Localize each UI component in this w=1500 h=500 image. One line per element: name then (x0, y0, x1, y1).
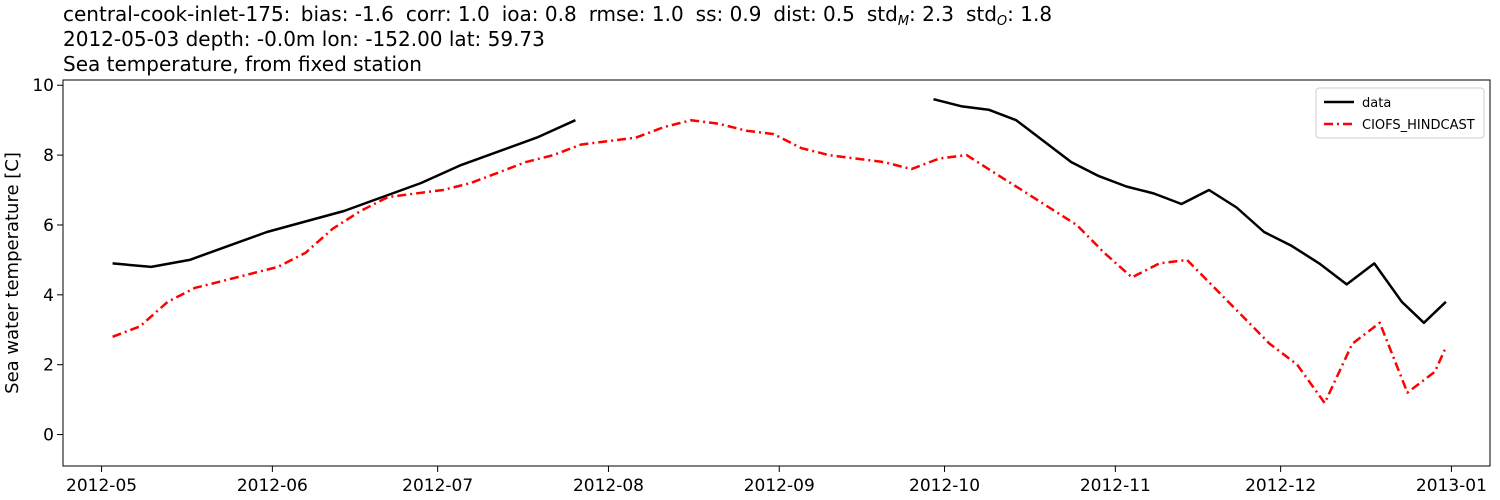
series-layer (112, 97, 1448, 405)
stat-std-o: stdO: 1.8 (965, 2, 1053, 29)
stats-values: bias: -1.6 corr: 1.0 ioa: 0.8 rmse: 1.0 ss: … (297, 2, 1053, 29)
x-tick-label: 2012-10 (909, 476, 980, 496)
legend-label: data (1362, 96, 1391, 111)
legend: data CIOFS_HINDCAST (1315, 87, 1485, 139)
x-tick-label: 2012-08 (573, 476, 644, 496)
stat-std-m: stdM: 2.3 (866, 2, 954, 29)
axes: 0 2 4 6 8 10 2012-05 2012-06 2012-07 2012-08 2012-… (32, 76, 1487, 496)
legend-label: CIOFS_HINDCAST (1362, 118, 1475, 133)
stat-dist: dist: 0.5 (773, 2, 855, 26)
stat-ioa: ioa: 0.8 (501, 2, 577, 26)
y-tick-label: 6 (43, 216, 54, 236)
y-tick-label: 0 (43, 426, 54, 446)
x-tick-label: 2012-06 (237, 476, 308, 496)
x-tick-label: 2012-12 (1245, 476, 1316, 496)
y-tick-label: 2 (43, 356, 54, 376)
x-tick-label: 2012-09 (744, 476, 815, 496)
x-tick-label: 2012-11 (1080, 476, 1151, 496)
stat-ss: ss: 0.9 (695, 2, 762, 26)
stat-bias: bias: -1.6 (300, 2, 394, 26)
y-tick-label: 4 (43, 286, 54, 306)
stat-corr: corr: 1.0 (405, 2, 490, 26)
location-line: 2012-05-03 depth: -0.0m lon: -152.00 lat… (63, 27, 545, 51)
station-name: central-cook-inlet-175: (63, 2, 291, 26)
legend-box (1315, 87, 1485, 139)
x-tick-label: 2012-05 (66, 476, 137, 496)
stat-rmse: rmse: 1.0 (588, 2, 684, 26)
x-tick-label: 2013-01 (1416, 476, 1487, 496)
stats-line: central-cook-inlet-175: bias: -1.6 corr: … (63, 2, 1053, 29)
series-line-data (112, 97, 1447, 325)
y-axis-label: Sea water temperature [C] (2, 152, 23, 394)
chart-title: Sea temperature, from fixed station (63, 52, 422, 76)
chart-title-block: central-cook-inlet-175: bias: -1.6 corr: … (63, 2, 1052, 77)
plot-area (62, 79, 1491, 467)
y-tick-label: 10 (32, 76, 54, 96)
series-line-ciofs-hindcast (112, 118, 1448, 405)
x-tick-label: 2012-07 (402, 476, 473, 496)
y-tick-label: 8 (43, 146, 54, 166)
